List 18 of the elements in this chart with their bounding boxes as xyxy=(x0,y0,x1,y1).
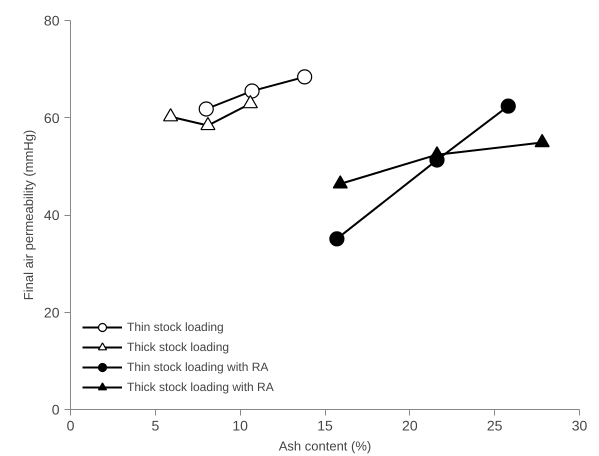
legend-label: Thin stock loading with RA xyxy=(127,360,268,374)
legend-label: Thick stock loading xyxy=(127,340,230,354)
y-tick-label: 20 xyxy=(44,304,60,320)
y-tick-label: 80 xyxy=(44,12,60,28)
y-tick-label: 0 xyxy=(52,402,60,418)
x-tick-label: 10 xyxy=(232,418,248,434)
x-tick-label: 25 xyxy=(486,418,503,434)
y-tick-label: 40 xyxy=(44,207,60,223)
legend-label: Thin stock loading xyxy=(127,320,224,334)
y-tick-label: 60 xyxy=(44,110,60,126)
x-tick-label: 0 xyxy=(66,418,75,434)
x-axis-title: Ash content (%) xyxy=(278,438,372,454)
x-tick-label: 5 xyxy=(151,418,160,434)
x-tick-label: 30 xyxy=(572,418,588,434)
y-axis-title: Final air permeability (mmHg) xyxy=(20,130,36,300)
legend-label: Thick stock loading with RA xyxy=(127,380,274,394)
x-tick-label: 20 xyxy=(402,418,418,434)
x-tick-label: 15 xyxy=(317,418,333,434)
